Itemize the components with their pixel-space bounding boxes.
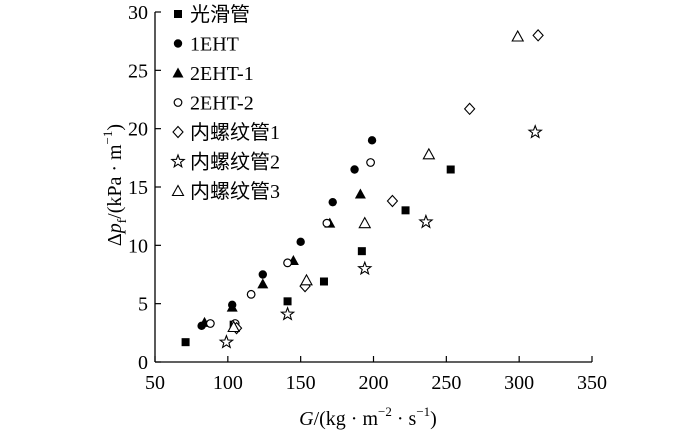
y-tick-label: 15 xyxy=(128,177,148,199)
legend-entry: 2EHT-2 xyxy=(173,93,254,115)
legend-entry: 内螺纹管1 xyxy=(172,121,280,144)
data-point xyxy=(246,289,256,299)
legend-entry: 2EHT-1 xyxy=(172,63,254,85)
legend-entry: 内螺纹管3 xyxy=(171,180,280,203)
legend-label: 内螺纹管1 xyxy=(190,121,280,144)
y-axis-unit-close: ) xyxy=(104,124,126,131)
data-point xyxy=(319,277,328,286)
y-axis-var: p xyxy=(104,223,126,235)
data-point xyxy=(357,247,366,256)
y-axis-exp: −1 xyxy=(100,131,115,145)
y-tick-label: 30 xyxy=(128,2,148,24)
data-point xyxy=(446,165,455,174)
series-2 xyxy=(199,188,366,327)
data-point xyxy=(527,124,543,139)
data-point xyxy=(283,258,292,268)
y-axis-sub: f xyxy=(114,218,129,223)
data-point xyxy=(358,216,372,229)
data-point xyxy=(258,270,267,279)
legend-label: 内螺纹管2 xyxy=(190,151,280,174)
data-point xyxy=(357,260,373,276)
legend-entry: 内螺纹管2 xyxy=(170,151,280,174)
series-5 xyxy=(218,124,543,349)
x-tick-label: 50 xyxy=(145,372,165,394)
legend-marker xyxy=(173,98,183,107)
x-tick-label: 150 xyxy=(286,372,316,394)
y-tick-label: 0 xyxy=(138,352,148,374)
legend-marker xyxy=(172,67,184,78)
legend: 光滑管 1EHT 2EHT-1 2EHT-2 内螺纹管1 内螺纹管2 内螺纹管3 xyxy=(170,3,280,203)
legend-marker xyxy=(171,184,185,197)
x-axis-var: G xyxy=(299,408,314,430)
legend-label: 1EHT xyxy=(190,34,239,56)
data-point xyxy=(401,206,410,215)
y-axis-title: Δpf/(kPa · m−1) xyxy=(100,124,129,246)
y-tick-label: 10 xyxy=(128,235,148,257)
x-axis-unit-open: /(kg · m xyxy=(314,408,379,430)
data-point xyxy=(227,320,241,333)
legend-marker xyxy=(170,153,186,169)
data-point xyxy=(328,197,337,207)
data-point xyxy=(296,237,305,247)
y-tick-label: 20 xyxy=(128,119,148,141)
data-point xyxy=(181,338,190,347)
data-point xyxy=(300,273,313,286)
data-point xyxy=(532,29,544,42)
y-tick-label: 5 xyxy=(138,294,148,316)
legend-entry: 光滑管 xyxy=(174,3,250,26)
axes: 50 100 150 200 250 300 350 0 5 10 15 20 25 30 xyxy=(128,2,607,394)
data-point xyxy=(354,188,366,199)
data-point xyxy=(367,136,377,145)
x-axis-unit-close: ) xyxy=(430,408,437,430)
data-point xyxy=(283,297,292,306)
data-point xyxy=(205,319,215,328)
legend-label: 光滑管 xyxy=(190,3,250,26)
data-point xyxy=(226,301,238,312)
legend-label: 2EHT-1 xyxy=(190,63,254,85)
x-ticks: 50 100 150 200 250 300 350 xyxy=(145,356,607,394)
x-axis-title: G/(kg · m−2 · s−1) xyxy=(299,404,437,430)
data-point xyxy=(422,147,436,160)
y-ticks: 0 5 10 15 20 25 30 xyxy=(128,2,161,374)
data-point xyxy=(386,194,399,208)
y-axis-unit-open: /(kPa · m xyxy=(104,144,126,219)
data-point xyxy=(463,102,476,116)
x-tick-label: 300 xyxy=(504,372,534,394)
legend-marker xyxy=(174,10,182,18)
data-point xyxy=(418,213,434,229)
legend-label: 2EHT-2 xyxy=(190,93,254,115)
legend-marker xyxy=(172,125,184,139)
legend-label: 内螺纹管3 xyxy=(190,180,280,203)
data-point xyxy=(322,218,332,228)
y-tick-label: 25 xyxy=(128,60,148,82)
x-axis-exp2: −1 xyxy=(416,404,430,419)
x-tick-label: 250 xyxy=(431,372,461,394)
x-tick-label: 200 xyxy=(359,372,389,394)
data-point xyxy=(366,158,375,167)
x-axis-exp1: −2 xyxy=(378,404,392,419)
data-point xyxy=(350,165,359,174)
data-point xyxy=(511,29,525,42)
y-axis-delta: Δ xyxy=(104,233,126,246)
legend-marker xyxy=(173,39,183,48)
data-points xyxy=(181,29,544,349)
x-axis-unit-mid: · s xyxy=(392,408,417,430)
x-tick-label: 350 xyxy=(577,372,607,394)
x-tick-label: 100 xyxy=(213,372,243,394)
data-point xyxy=(218,334,235,349)
data-point xyxy=(279,306,296,321)
series-6 xyxy=(227,29,525,333)
data-point xyxy=(257,278,269,289)
legend-entry: 1EHT xyxy=(173,34,239,56)
